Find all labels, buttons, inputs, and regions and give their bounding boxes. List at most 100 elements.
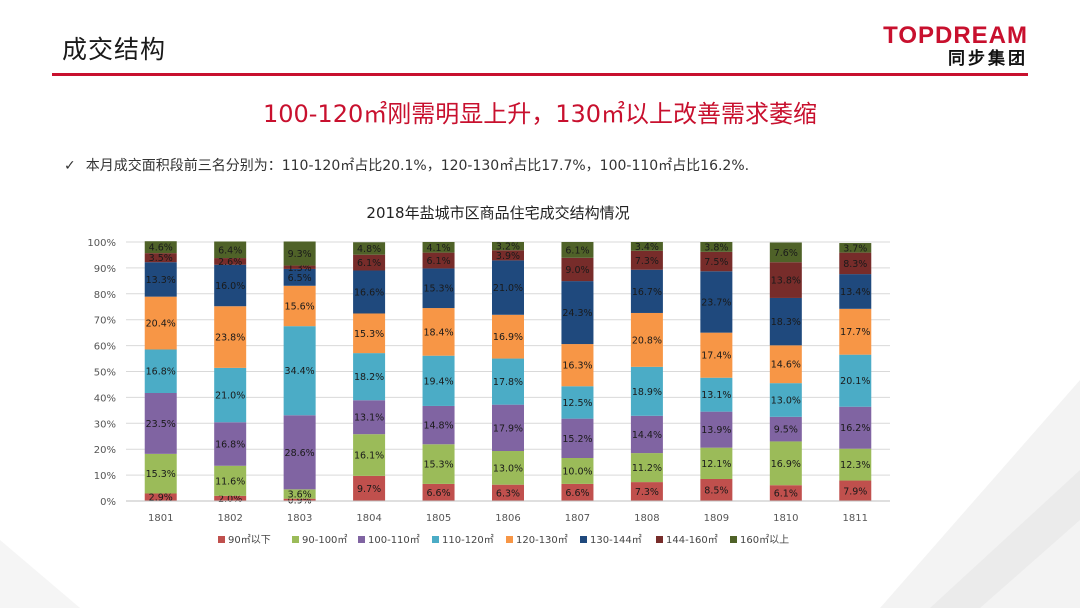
- bar-segment: [214, 258, 247, 265]
- bar-segment: [839, 406, 872, 449]
- bar-segment: [769, 441, 802, 486]
- y-tick-label: 0%: [100, 497, 116, 508]
- data-label: 17.4%: [701, 351, 731, 362]
- data-label: 17.8%: [493, 377, 523, 388]
- x-tick-label: 1811: [843, 513, 868, 524]
- data-label: 23.8%: [215, 333, 245, 344]
- bar-segment: [283, 489, 316, 499]
- data-label: 9.3%: [288, 249, 312, 260]
- bar-segment: [353, 353, 386, 401]
- data-label: 13.0%: [771, 395, 801, 406]
- bar-segment: [561, 458, 594, 484]
- bar-segment: [422, 355, 455, 406]
- bar-segment: [700, 478, 733, 501]
- y-tick-label: 10%: [94, 471, 116, 482]
- data-label: 4.8%: [357, 244, 381, 255]
- bar-segment: [492, 314, 524, 359]
- bar-segment: [839, 480, 872, 501]
- data-label: 4.6%: [149, 243, 173, 254]
- bar-segment: [422, 252, 455, 269]
- data-label: 6.1%: [426, 256, 450, 267]
- data-label: 34.4%: [285, 366, 315, 377]
- bar-segment: [283, 265, 316, 269]
- data-label: 1.3%: [288, 263, 312, 274]
- bar-segment: [283, 415, 316, 490]
- data-label: 23.7%: [701, 297, 731, 308]
- data-label: 15.3%: [146, 469, 176, 480]
- y-tick-label: 80%: [94, 290, 116, 301]
- bar-segment: [283, 268, 316, 286]
- data-label: 16.7%: [632, 287, 662, 298]
- data-label: 16.2%: [840, 423, 870, 434]
- header-divider: [52, 73, 1028, 76]
- bar-segment: [214, 241, 247, 259]
- data-label: 17.9%: [493, 423, 523, 434]
- legend-label: 100-110㎡: [368, 534, 420, 546]
- data-label: 21.0%: [493, 283, 523, 294]
- data-label: 18.9%: [632, 387, 662, 398]
- bar-segment: [353, 242, 386, 255]
- page-title: 成交结构: [62, 35, 167, 64]
- bar-segment: [561, 344, 594, 387]
- data-label: 3.4%: [635, 242, 659, 253]
- data-label: 13.4%: [840, 287, 870, 298]
- bar-segment: [422, 308, 455, 356]
- data-label: 4.1%: [426, 243, 450, 254]
- bar-segment: [700, 411, 733, 448]
- x-tick-label: 1806: [495, 513, 520, 524]
- data-label: 7.3%: [635, 487, 659, 498]
- data-label: 13.8%: [771, 276, 801, 287]
- legend-label: 130-144㎡: [590, 534, 642, 546]
- y-tick-label: 20%: [94, 445, 116, 456]
- bar-segment: [839, 354, 872, 407]
- bar-segment: [630, 250, 663, 270]
- bar-segment: [283, 241, 316, 266]
- bar-segment: [353, 270, 386, 314]
- bar-segment: [214, 495, 247, 501]
- data-label: 8.5%: [704, 485, 728, 496]
- data-label: 15.3%: [423, 284, 453, 295]
- data-label: 7.6%: [774, 248, 798, 259]
- data-label: 13.1%: [701, 390, 731, 401]
- data-label: 7.9%: [843, 486, 867, 497]
- data-label: 13.3%: [146, 275, 176, 286]
- bar-segment: [422, 444, 455, 484]
- bar-segment: [492, 242, 524, 251]
- logo-chinese-name: 同步集团: [948, 49, 1028, 69]
- data-label: 9.0%: [565, 265, 589, 276]
- legend-label: 160㎡以上: [740, 534, 789, 546]
- bar-segment: [422, 483, 455, 501]
- bar-segment: [769, 485, 802, 501]
- data-label: 6.3%: [496, 488, 520, 499]
- bar-segment: [283, 498, 316, 501]
- chart-title: 2018年盐城市区商品住宅成交结构情况: [366, 204, 629, 222]
- data-label: 16.6%: [354, 287, 384, 298]
- bar-segment: [144, 262, 177, 297]
- data-label: 3.7%: [843, 243, 867, 254]
- bar-segment: [839, 448, 872, 481]
- data-label: 28.6%: [285, 448, 315, 459]
- data-label: 6.6%: [565, 488, 589, 499]
- x-tick-label: 1808: [634, 513, 659, 524]
- data-label: 15.6%: [285, 301, 315, 312]
- data-label: 3.6%: [288, 490, 312, 501]
- data-label: 10.0%: [562, 466, 592, 477]
- bar-segment: [561, 483, 594, 501]
- data-label: 3.5%: [149, 253, 173, 264]
- data-label: 24.3%: [562, 308, 592, 319]
- data-label: 13.9%: [701, 425, 731, 436]
- bar-segment: [700, 271, 733, 333]
- x-tick-label: 1810: [773, 513, 798, 524]
- bar-segment: [214, 264, 247, 307]
- data-label: 17.7%: [840, 327, 870, 338]
- data-label: 18.2%: [354, 372, 384, 383]
- bar-segment: [630, 453, 663, 483]
- data-label: 16.9%: [493, 332, 523, 343]
- bar-segment: [144, 392, 177, 454]
- bar-segment: [353, 475, 386, 501]
- bar-segment: [353, 400, 386, 435]
- data-label: 8.3%: [843, 259, 867, 270]
- bar-segment: [283, 285, 316, 327]
- data-label: 6.6%: [426, 488, 450, 499]
- bar-segment: [630, 482, 663, 501]
